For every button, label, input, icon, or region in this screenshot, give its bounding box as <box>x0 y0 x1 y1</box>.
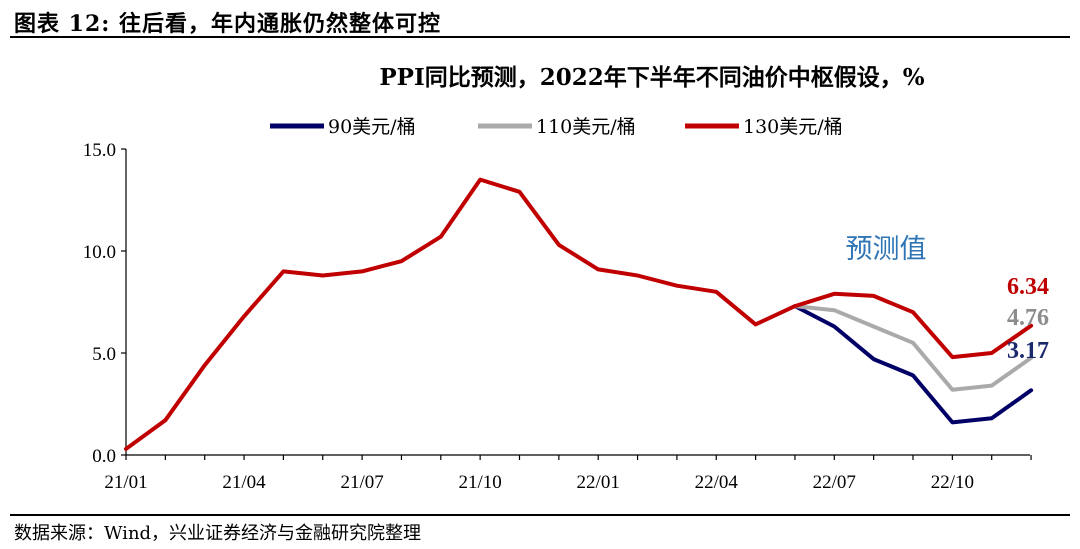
series-line-0 <box>793 304 1034 425</box>
legend-label: 130美元/桶 <box>743 116 843 138</box>
x-tick-label: 21/04 <box>222 472 266 493</box>
x-tick-label: 22/07 <box>813 472 856 493</box>
y-tick-label: 5.0 <box>92 344 116 365</box>
x-tick-label: 21/01 <box>104 472 147 493</box>
x-tick-label: 21/07 <box>340 472 383 493</box>
end-labels: 6.34 4.76 3.17 <box>1007 274 1049 364</box>
series-line-1 <box>793 304 1034 392</box>
y-tick-label: 10.0 <box>83 242 116 263</box>
data-source: 数据来源：Wind，兴业证券经济与金融研究院整理 <box>14 523 422 544</box>
y-tick-label: 0.0 <box>92 446 116 467</box>
bottom-rule <box>10 514 1070 516</box>
legend-label: 110美元/桶 <box>536 116 636 138</box>
x-tick-label: 22/04 <box>695 472 739 493</box>
x-tick-label: 21/10 <box>459 472 502 493</box>
end-value-label: 3.17 <box>1007 338 1049 364</box>
chart-title: PPI同比预测，2022年下半年不同油价中枢假设，% <box>379 64 924 91</box>
y-tick-label: 15.0 <box>83 140 116 161</box>
legend-label: 90美元/桶 <box>328 116 416 138</box>
top-rule <box>10 36 1070 38</box>
x-tick-label: 22/01 <box>577 472 620 493</box>
x-tick-label: 22/10 <box>931 472 974 493</box>
series-line-2 <box>124 177 1034 451</box>
series-lines <box>124 177 1034 451</box>
axes: 0.0 5.0 10.0 15.0 21/01 21/04 21/07 21/10 22/01 2… <box>83 140 1032 493</box>
legend: 90美元/桶 110美元/桶 130美元/桶 <box>270 116 843 138</box>
figure-header: 图表 12: 往后看，年内通胀仍然整体可控 <box>14 11 442 37</box>
forecast-annotation: 预测值 <box>846 234 927 265</box>
end-value-label: 4.76 <box>1007 305 1049 331</box>
end-value-label: 6.34 <box>1007 274 1049 300</box>
